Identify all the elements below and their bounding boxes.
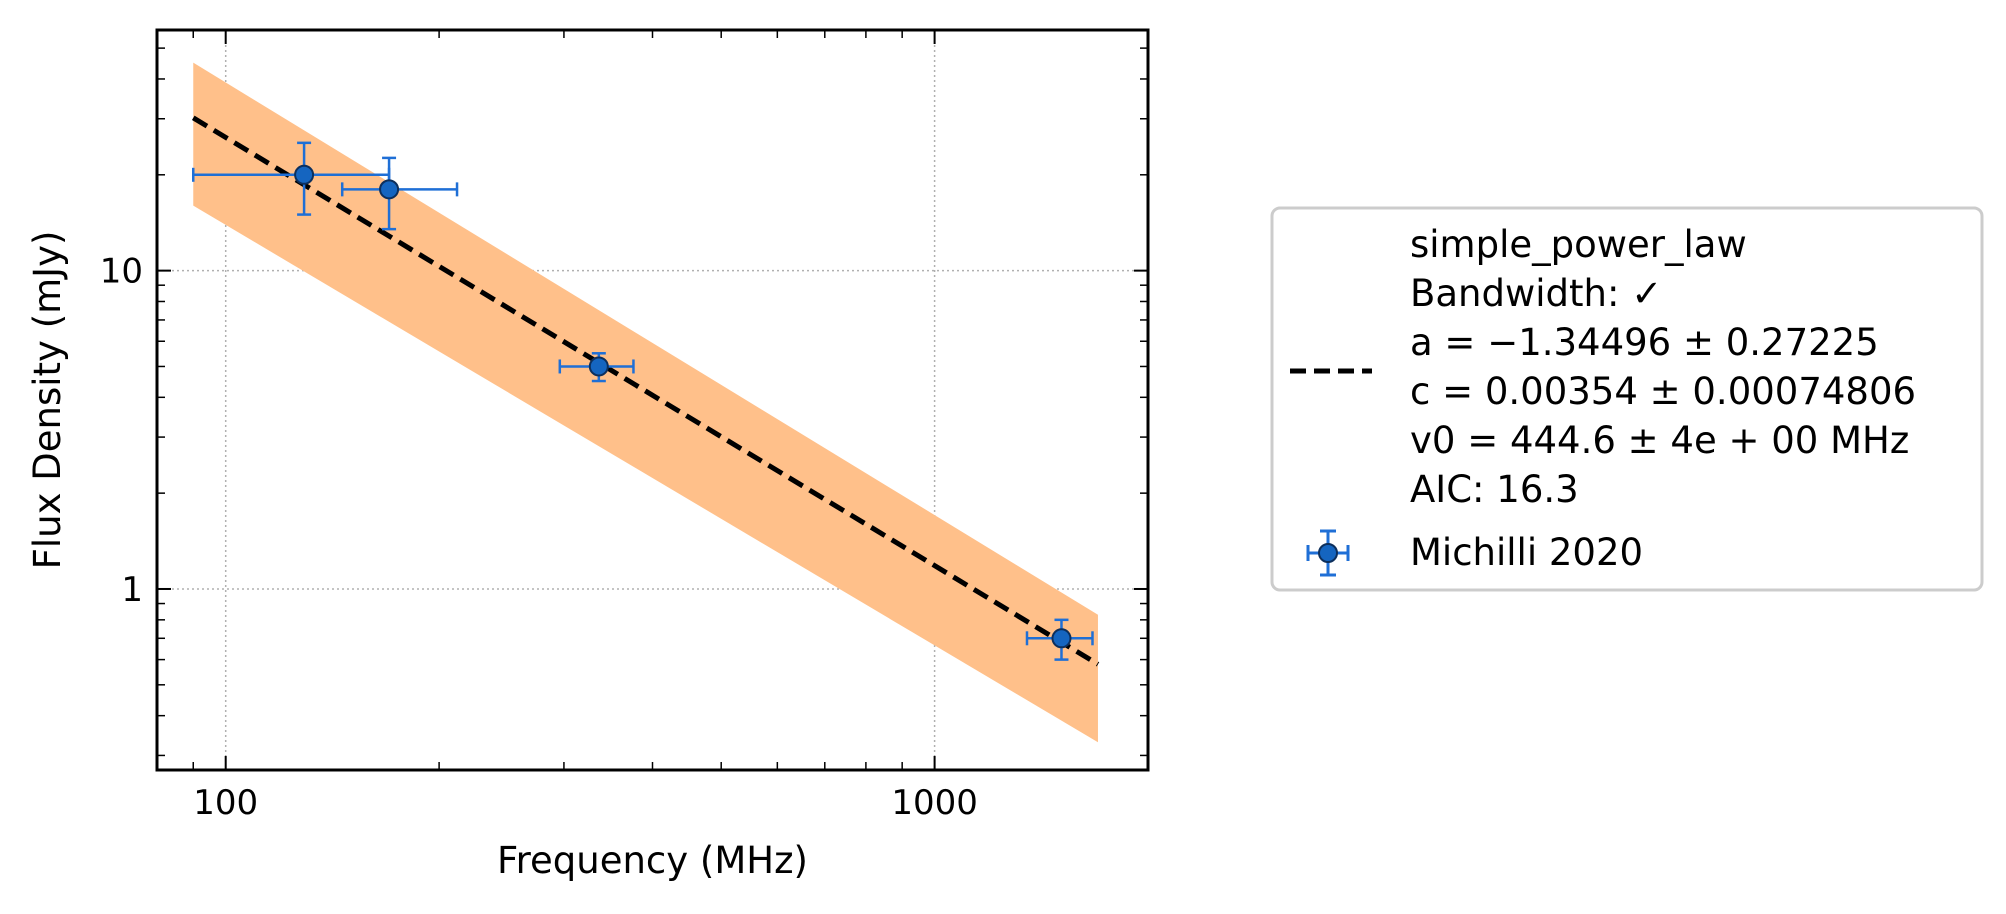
- legend-frame: [1270, 206, 1984, 592]
- legend-fit-line-3: a = −1.34496 ± 0.27225: [1410, 321, 1879, 364]
- y-tick-label: 10: [100, 252, 143, 292]
- data-point: [588, 356, 609, 377]
- y-axis-label: Flux Density (mJy): [26, 231, 69, 570]
- legend: simple_power_law Bandwidth: ✓ a = −1.344…: [1270, 206, 1984, 592]
- legend-data-label: Michilli 2020: [1410, 531, 1643, 574]
- legend-fit-line-1: simple_power_law: [1410, 223, 1747, 266]
- legend-fit-line-5: v0 = 444.6 ± 4e + 00 MHz: [1410, 419, 1909, 462]
- x-tick-label: 1000: [891, 783, 978, 823]
- fit-line: [191, 115, 1100, 667]
- data-point: [379, 179, 400, 200]
- data-point: [1051, 628, 1072, 649]
- data-point: [294, 164, 315, 185]
- legend-fit-line-2: Bandwidth: ✓: [1410, 272, 1662, 315]
- x-tick-label: 100: [193, 783, 258, 823]
- legend-fit-line-6: AIC: 16.3: [1410, 468, 1579, 511]
- fit-uncertainty-band: [193, 62, 1098, 743]
- y-tick-label: 1: [121, 570, 143, 610]
- x-axis-label: Frequency (MHz): [497, 839, 808, 882]
- legend-fit-line-4: c = 0.00354 ± 0.00074806: [1410, 370, 1916, 413]
- legend-data-swatch: [1306, 529, 1350, 577]
- plot-area: 100 1000 1 10 Frequency (MHz) Flux Density (m…: [26, 28, 1150, 882]
